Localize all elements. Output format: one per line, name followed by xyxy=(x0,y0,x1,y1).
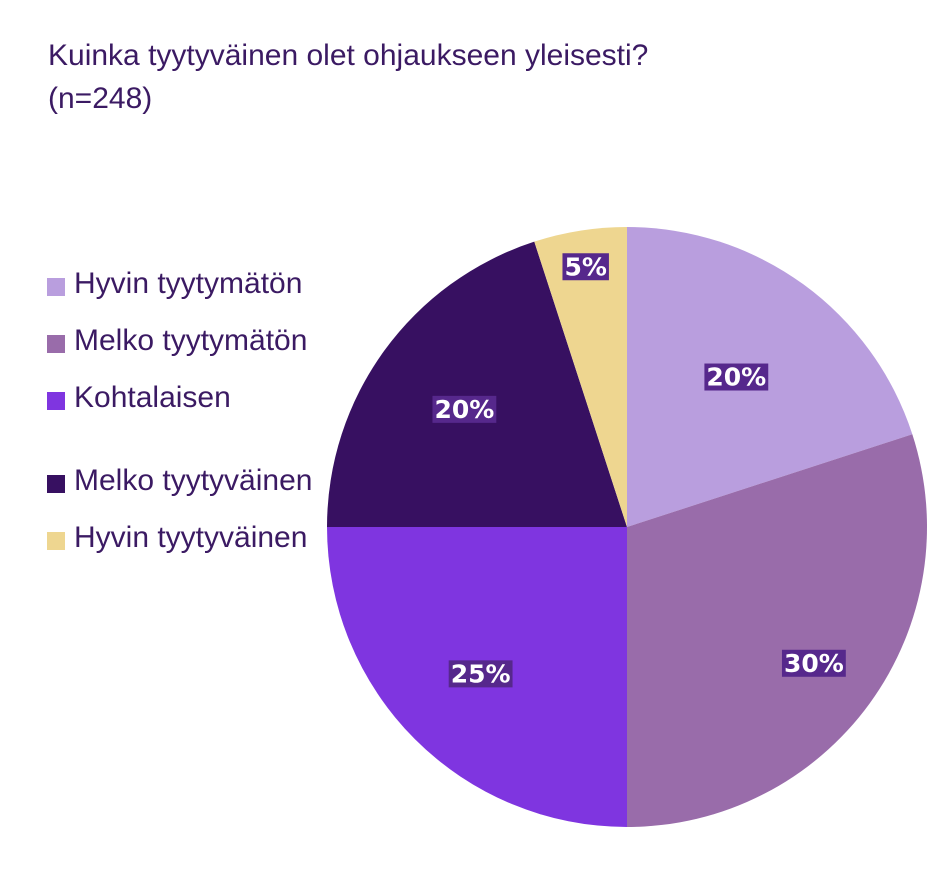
legend-label: Kohtalaisen xyxy=(74,381,231,414)
legend-item: Melko tyytyväinen xyxy=(47,465,314,497)
data-label: 25% xyxy=(451,659,511,688)
legend-swatch xyxy=(47,532,65,550)
legend-item: Hyvin tyytymätön xyxy=(47,268,314,300)
legend-swatch xyxy=(47,335,65,353)
legend-label: Hyvin tyytymätön xyxy=(74,267,303,300)
data-label-background xyxy=(562,253,609,281)
pie-slice xyxy=(534,227,627,527)
legend-item: Melko tyytymätön xyxy=(47,325,314,357)
data-label: 5% xyxy=(564,252,606,281)
data-label-background xyxy=(781,649,846,677)
legend-item: Hyvin tyytyväinen xyxy=(47,522,314,554)
legend-swatch xyxy=(47,392,65,410)
legend-item: Kohtalaisen xyxy=(47,382,314,414)
legend-label: Hyvin tyytyväinen xyxy=(74,521,308,554)
data-label: 20% xyxy=(706,363,766,392)
legend-swatch xyxy=(47,278,65,296)
pie-slice xyxy=(327,241,627,527)
legend-swatch xyxy=(47,475,65,493)
data-label-background xyxy=(432,395,497,423)
legend-label: Melko tyytymätön xyxy=(74,324,308,357)
data-label-background xyxy=(448,660,513,688)
pie-slice xyxy=(627,227,913,527)
legend-label: Melko tyytyväinen xyxy=(74,464,313,497)
data-label: 20% xyxy=(434,395,494,424)
data-label-background xyxy=(704,363,769,391)
data-label: 30% xyxy=(784,649,844,678)
pie-slice xyxy=(627,434,927,827)
chart-title: Kuinka tyytyväinen olet ohjaukseen yleis… xyxy=(48,39,649,115)
legend: Hyvin tyytymätön Melko tyytymätön Kohtalai… xyxy=(47,268,314,554)
